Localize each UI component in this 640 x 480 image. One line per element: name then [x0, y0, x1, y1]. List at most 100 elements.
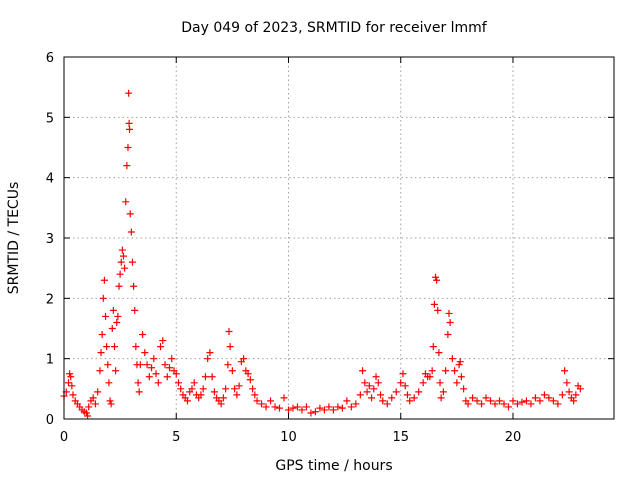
data-point [135, 388, 143, 396]
data-point [456, 358, 464, 366]
data-point [522, 397, 530, 405]
data-point [500, 400, 508, 408]
data-point [289, 404, 297, 412]
data-point [284, 406, 292, 414]
data-point [561, 367, 569, 375]
data-point [219, 394, 227, 402]
data-point [67, 373, 75, 381]
data-point [276, 404, 284, 412]
data-point [426, 373, 434, 381]
data-point [352, 400, 360, 408]
data-point [154, 379, 162, 387]
data-point [572, 391, 580, 399]
data-point [531, 394, 539, 402]
data-point [496, 397, 504, 405]
data-point [445, 309, 453, 317]
data-point [109, 306, 117, 314]
data-point [379, 397, 387, 405]
data-points [60, 89, 584, 420]
data-point [157, 343, 165, 351]
data-point [118, 246, 126, 254]
data-point [343, 397, 351, 405]
data-point [68, 382, 76, 390]
data-point [121, 264, 129, 272]
y-tick-label: 4 [46, 172, 54, 187]
data-point [222, 385, 230, 393]
data-point [478, 400, 486, 408]
data-point [365, 382, 373, 390]
y-tick-label: 5 [46, 111, 54, 126]
data-point [106, 397, 114, 405]
data-point [152, 370, 160, 378]
data-point [451, 367, 459, 375]
data-point [549, 397, 557, 405]
data-point [439, 388, 447, 396]
data-point [374, 379, 382, 387]
data-point [280, 394, 288, 402]
data-point [150, 355, 158, 363]
data-point [359, 367, 367, 375]
data-point [226, 343, 234, 351]
data-point [448, 355, 456, 363]
x-tick-label: 0 [60, 430, 68, 445]
data-point [115, 282, 123, 290]
data-point [251, 391, 259, 399]
data-point [97, 349, 105, 357]
data-point [455, 361, 463, 369]
data-point [145, 373, 153, 381]
data-point [64, 379, 72, 387]
data-point [563, 379, 571, 387]
x-tick-label: 20 [505, 430, 522, 445]
data-point [437, 394, 445, 402]
data-point [99, 294, 107, 302]
data-point [107, 400, 115, 408]
data-point [554, 400, 562, 408]
data-point [231, 385, 239, 393]
data-point [130, 282, 138, 290]
data-point [419, 379, 427, 387]
data-point [397, 379, 405, 387]
data-point [143, 361, 151, 369]
data-point [464, 400, 472, 408]
data-point [253, 397, 261, 405]
data-point [372, 373, 380, 381]
data-point [392, 388, 400, 396]
data-point [217, 400, 225, 408]
data-point [433, 276, 441, 284]
data-point [428, 367, 436, 375]
data-point [271, 403, 279, 411]
data-point [126, 125, 134, 133]
data-point [316, 404, 324, 412]
data-point [122, 198, 130, 206]
y-tick-label: 2 [46, 292, 54, 307]
data-point [159, 337, 167, 345]
data-point [124, 144, 132, 151]
data-point [111, 343, 119, 351]
data-point [84, 412, 92, 420]
data-point [116, 270, 124, 278]
data-point [108, 325, 116, 332]
data-point [399, 370, 407, 378]
data-point [114, 312, 122, 320]
data-point [127, 228, 135, 236]
data-point [244, 370, 252, 378]
grid-lines [64, 57, 614, 419]
data-point [383, 400, 391, 408]
data-point [119, 252, 127, 260]
data-point [435, 349, 443, 357]
data-point [100, 276, 108, 284]
data-point [204, 355, 212, 363]
x-tick-label: 10 [280, 430, 297, 445]
data-point [206, 349, 214, 357]
data-point [117, 258, 125, 266]
data-point [172, 370, 180, 378]
data-point [457, 373, 465, 381]
data-point [148, 364, 156, 372]
data-point [96, 367, 104, 375]
data-point [338, 404, 346, 412]
data-point [131, 306, 139, 314]
data-point [240, 355, 248, 363]
data-point [174, 379, 182, 387]
data-point [126, 210, 134, 218]
